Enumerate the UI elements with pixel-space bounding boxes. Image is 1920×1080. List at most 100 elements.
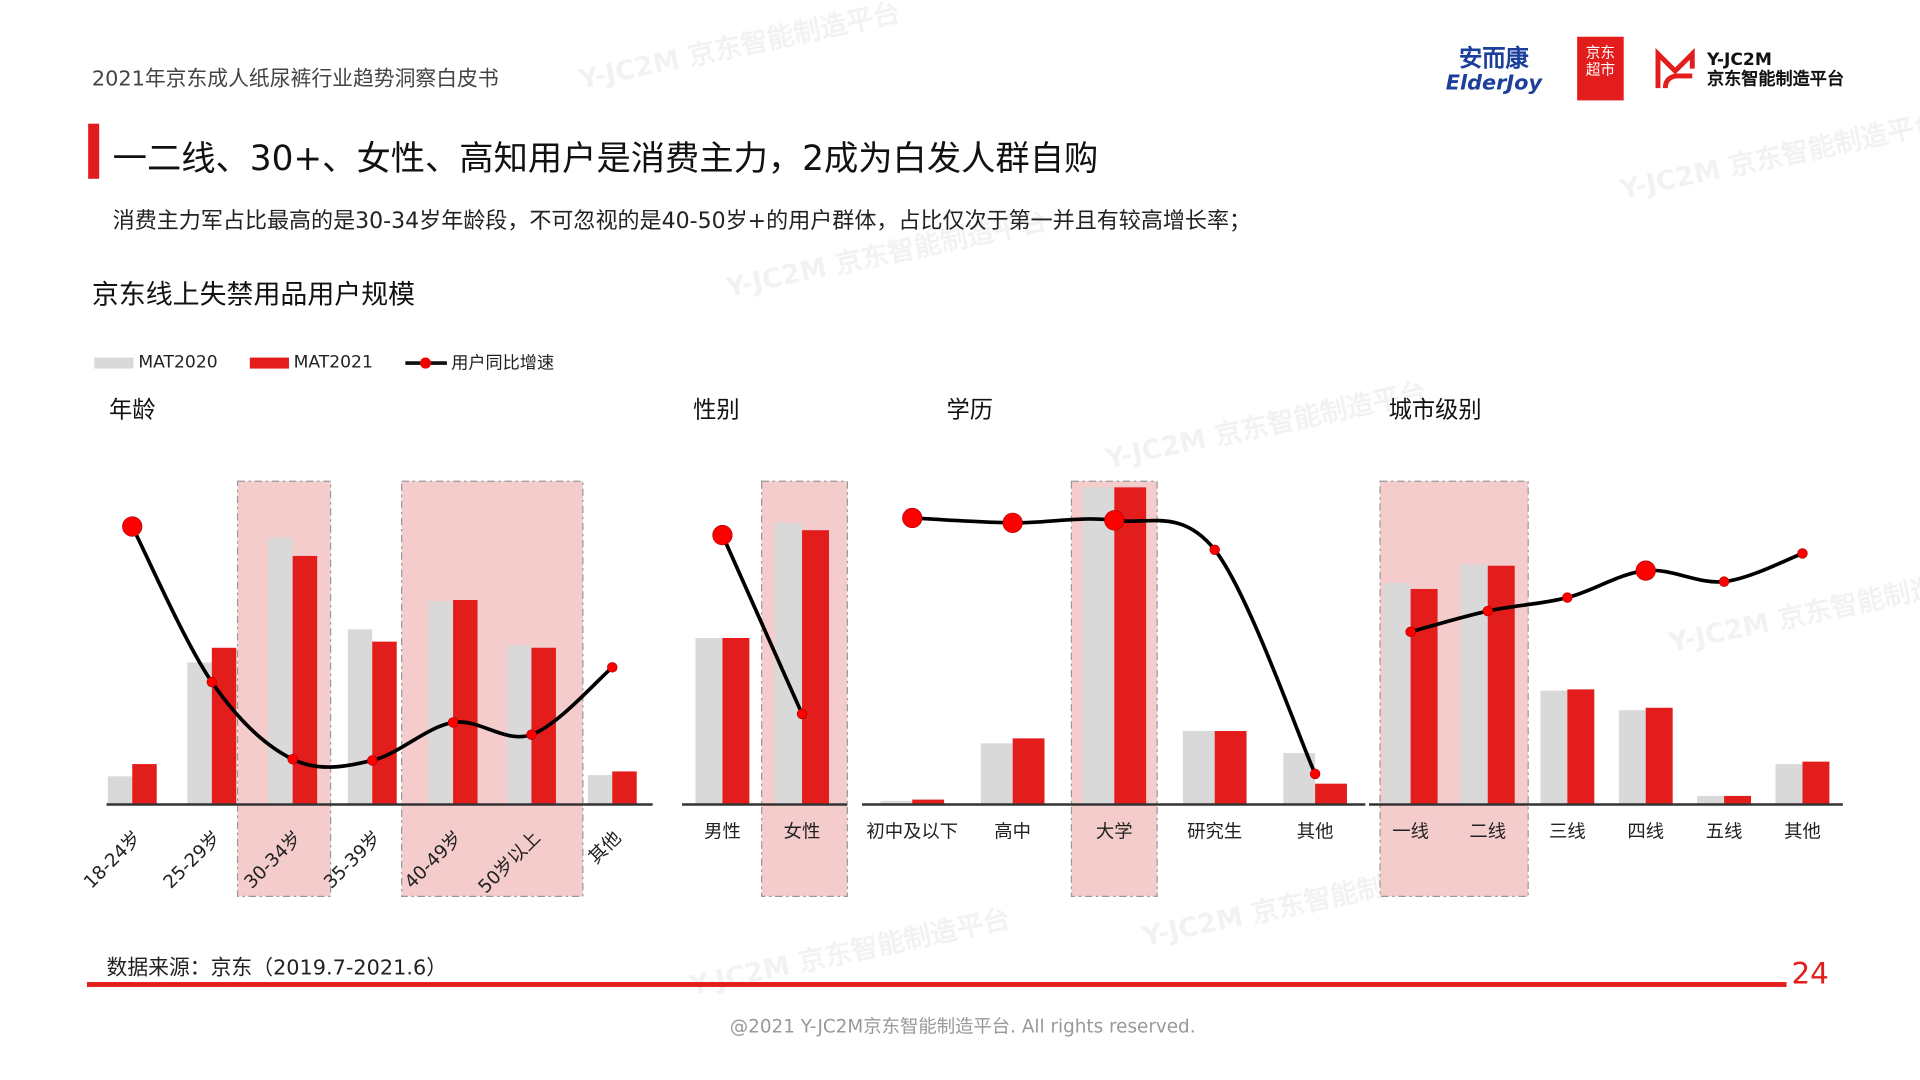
category-label: 三线 xyxy=(1549,822,1586,843)
growth-point xyxy=(1635,560,1656,581)
bar-mat2021 xyxy=(1645,707,1673,805)
bar-mat2020 xyxy=(1618,710,1646,805)
panel-title-city: 城市级别 xyxy=(1388,396,1482,424)
legend-label: MAT2020 xyxy=(138,352,218,373)
growth-point xyxy=(1718,576,1730,587)
chart-section-title: 京东线上失禁用品用户规模 xyxy=(91,280,416,312)
heading-accent-bar xyxy=(88,123,100,179)
bar-mat2021 xyxy=(453,600,478,805)
category-label: 18-24岁 xyxy=(80,827,146,893)
slide-heading: 一二线、30+、女性、高知用户是消费主力，2成为白发人群自购 xyxy=(112,138,1099,179)
panel-title-education: 学历 xyxy=(946,396,994,424)
legend-line-marker xyxy=(404,356,447,368)
bar-mat2020 xyxy=(1460,564,1488,805)
category-label: 25-29岁 xyxy=(160,827,226,893)
yjc2m-mark-icon xyxy=(1655,47,1695,89)
legend-swatch xyxy=(94,356,134,368)
growth-point xyxy=(1797,548,1808,559)
bar-mat2021 xyxy=(531,647,556,805)
growth-point xyxy=(526,729,537,740)
growth-point xyxy=(1209,544,1220,556)
bar-mat2021 xyxy=(722,637,750,805)
page-number: 24 xyxy=(1791,956,1829,991)
bar-mat2021 xyxy=(1315,783,1347,805)
growth-point xyxy=(712,525,733,546)
category-label: 二线 xyxy=(1469,822,1506,843)
growth-point xyxy=(1405,626,1416,638)
category-label: 男性 xyxy=(704,822,741,843)
category-label: 女性 xyxy=(784,822,821,843)
growth-point xyxy=(1562,592,1573,603)
bar-mat2021 xyxy=(1567,689,1595,805)
growth-point xyxy=(367,755,378,766)
category-label: 其他 xyxy=(585,827,626,868)
bar-mat2020 xyxy=(695,637,723,805)
growth-point xyxy=(287,753,298,765)
growth-point xyxy=(796,708,808,720)
copyright: @2021 Y-JC2M京东智能制造平台. All rights reserve… xyxy=(729,1015,1196,1038)
legend-label: MAT2021 xyxy=(293,352,373,373)
bar-mat2020 xyxy=(506,645,532,805)
category-label: 大学 xyxy=(1096,822,1133,843)
growth-line xyxy=(912,516,1317,775)
slide-subtitle: 消费主力军占比最高的是30-34岁年龄段，不可忽视的是40-50岁+的用户群体，… xyxy=(112,208,1252,234)
bar-mat2021 xyxy=(132,764,157,805)
legend-item-mat2020: MAT2020 xyxy=(94,352,218,373)
bar-mat2021 xyxy=(1012,738,1045,805)
bar-mat2021 xyxy=(1802,761,1830,805)
bar-mat2020 xyxy=(980,743,1013,805)
bar-mat2021 xyxy=(372,641,397,805)
category-label: 初中及以下 xyxy=(866,822,958,843)
data-source: 数据来源：京东（2019.7-2021.6） xyxy=(106,956,448,981)
growth-point xyxy=(1309,768,1321,780)
footer-divider xyxy=(86,982,1787,987)
growth-point xyxy=(1002,512,1023,533)
bar-mat2020 xyxy=(1540,690,1568,805)
bar-mat2021 xyxy=(1410,588,1438,805)
yjc2m-logo: Y-JC2M 京东智能制造平台 xyxy=(1653,47,1844,94)
bar-mat2020 xyxy=(880,800,913,805)
bar-mat2020 xyxy=(1383,582,1411,805)
bar-mat2020 xyxy=(1775,764,1803,805)
bar-mat2020 xyxy=(268,537,293,805)
category-label: 研究生 xyxy=(1187,822,1242,843)
category-label: 其他 xyxy=(1297,822,1334,843)
legend-item-growth: 用户同比增速 xyxy=(404,350,555,374)
bar-mat2020 xyxy=(1697,795,1725,805)
legend-label: 用户同比增速 xyxy=(451,353,555,374)
bar-mat2020 xyxy=(587,775,613,805)
bar-mat2020 xyxy=(107,776,133,805)
growth-point xyxy=(122,516,143,537)
growth-point xyxy=(1482,605,1493,617)
legend-swatch xyxy=(249,356,289,368)
bar-mat2021 xyxy=(802,530,829,805)
bar-mat2020 xyxy=(428,601,454,805)
growth-point xyxy=(607,662,618,673)
chart-legend: MAT2020 MAT2021 用户同比增速 xyxy=(94,350,573,374)
bar-mat2021 xyxy=(1114,487,1147,805)
jd-supermarket-logo: 京东 超市 xyxy=(1577,36,1624,101)
bar-mat2021 xyxy=(1214,731,1247,805)
growth-point xyxy=(1104,510,1125,531)
growth-point xyxy=(902,507,923,529)
bar-mat2021 xyxy=(1487,565,1515,805)
growth-point xyxy=(447,717,459,728)
category-label: 五线 xyxy=(1706,822,1743,843)
bar-mat2020 xyxy=(1082,487,1115,805)
bar-mat2021 xyxy=(1724,795,1752,805)
document-title: 2021年京东成人纸尿裤行业趋势洞察白皮书 xyxy=(91,67,499,92)
bar-mat2021 xyxy=(612,771,637,805)
bar-mat2021 xyxy=(912,799,945,805)
category-label: 一线 xyxy=(1392,822,1429,843)
anerkang-logo: 安而康 ElderJoy xyxy=(1445,45,1543,96)
bar-mat2021 xyxy=(211,647,237,805)
panel-title-gender: 性别 xyxy=(693,396,740,424)
growth-line xyxy=(720,534,804,715)
growth-point xyxy=(206,676,218,688)
bar-mat2020 xyxy=(1182,731,1215,805)
panel-title-age: 年龄 xyxy=(108,396,156,424)
bar-mat2020 xyxy=(187,662,212,805)
category-label: 其他 xyxy=(1784,822,1821,843)
